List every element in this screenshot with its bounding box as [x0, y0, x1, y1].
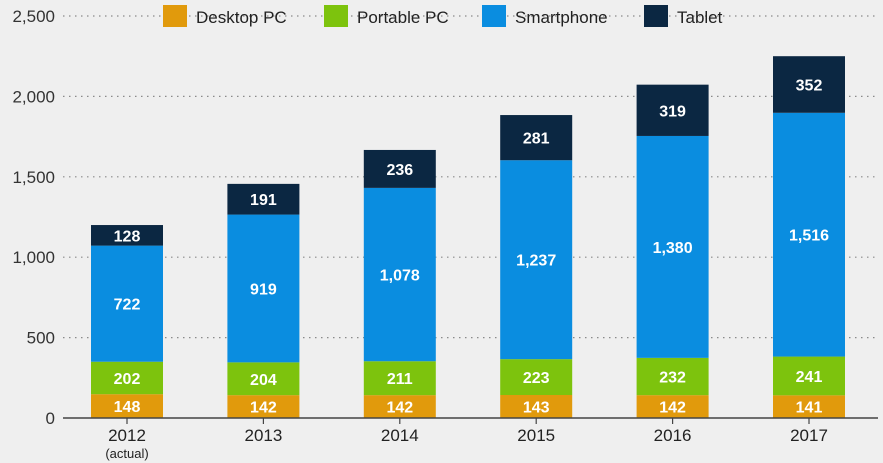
legend-swatch: [644, 5, 668, 27]
data-label: 211: [387, 371, 413, 388]
legend: Desktop PC Portable PC Smartphone Tablet: [163, 5, 723, 27]
bar-segment-smartphone: [773, 112, 845, 357]
bar-segment-portable-pc: [500, 359, 573, 396]
data-label: 1,516: [789, 228, 829, 245]
data-label: 142: [659, 400, 686, 417]
legend-label: Desktop PC: [196, 8, 287, 27]
data-label: 241: [796, 369, 823, 386]
data-label: 148: [114, 399, 141, 416]
bar-segment-portable-pc: [91, 361, 163, 395]
data-label: 143: [523, 400, 550, 417]
bar-segment-tablet: [363, 149, 436, 188]
bar-segment-tablet: [91, 225, 163, 246]
bars: 148 202 722 128 142 204 919 191 142 211 1,078 236 14…: [91, 56, 845, 418]
data-label: 352: [796, 78, 823, 95]
legend-label: Tablet: [677, 8, 723, 27]
x-tick-label: 2017: [790, 426, 828, 445]
data-label: 1,237: [516, 253, 556, 270]
y-axis: 0 500 1,000 1,500 2,000 2,500: [12, 7, 55, 428]
bar-segment-tablet: [500, 115, 573, 161]
bar-segment-desktop-pc: [773, 395, 845, 418]
bar-segment-smartphone: [227, 214, 300, 363]
y-tick-label: 2,500: [12, 7, 55, 26]
data-label: 142: [250, 400, 277, 417]
bar-segment-portable-pc: [773, 356, 845, 396]
x-axis: 2012(actual) 2013 2014 2015 2016 2017: [63, 417, 878, 461]
y-tick-label: 0: [46, 409, 55, 428]
data-label: 1,078: [380, 268, 420, 285]
data-label: 319: [659, 103, 686, 120]
bar-segment-desktop-pc: [227, 395, 300, 418]
y-tick-label: 1,500: [12, 168, 55, 187]
bar-segment-portable-pc: [227, 362, 300, 396]
bar-segment-desktop-pc: [500, 395, 573, 418]
data-label: 1,380: [653, 240, 693, 257]
bar-segment-tablet: [636, 84, 709, 136]
data-label: 232: [659, 370, 686, 387]
data-label: 191: [250, 192, 277, 209]
x-tick-label: 2012: [108, 426, 146, 445]
bar-segment-portable-pc: [636, 357, 709, 396]
data-label: 281: [523, 131, 550, 148]
bar-segment-desktop-pc: [91, 394, 163, 418]
data-label: 223: [523, 370, 550, 387]
legend-label: Portable PC: [357, 8, 449, 27]
y-tick-label: 500: [27, 329, 55, 348]
bar-segment-tablet: [227, 183, 300, 215]
data-label: 128: [114, 228, 141, 245]
x-tick-sublabel: (actual): [105, 446, 148, 461]
data-label: 919: [250, 281, 277, 298]
bar-segment-portable-pc: [363, 361, 436, 396]
legend-swatch: [163, 5, 187, 27]
x-tick-label: 2013: [244, 426, 282, 445]
data-label: 236: [386, 162, 413, 179]
bar-segment-smartphone: [500, 160, 573, 360]
y-tick-label: 1,000: [12, 248, 55, 267]
x-tick-label: 2015: [517, 426, 555, 445]
bar-segment-smartphone: [363, 187, 436, 362]
legend-label: Smartphone: [515, 8, 608, 27]
data-label: 202: [114, 371, 141, 388]
bar-segment-desktop-pc: [636, 395, 709, 418]
gridlines: [63, 15, 878, 339]
bar-segment-desktop-pc: [363, 395, 436, 418]
legend-swatch: [324, 5, 348, 27]
data-label: 722: [114, 297, 141, 314]
legend-swatch: [482, 5, 506, 27]
data-label: 204: [250, 372, 277, 389]
data-label: 142: [386, 400, 413, 417]
bar-segment-tablet: [773, 56, 845, 113]
x-tick-label: 2014: [381, 426, 419, 445]
bar-segment-smartphone: [91, 245, 163, 362]
bar-segment-smartphone: [636, 135, 709, 358]
x-tick-label: 2016: [654, 426, 692, 445]
y-tick-label: 2,000: [12, 87, 55, 106]
data-label: 141: [796, 400, 823, 417]
